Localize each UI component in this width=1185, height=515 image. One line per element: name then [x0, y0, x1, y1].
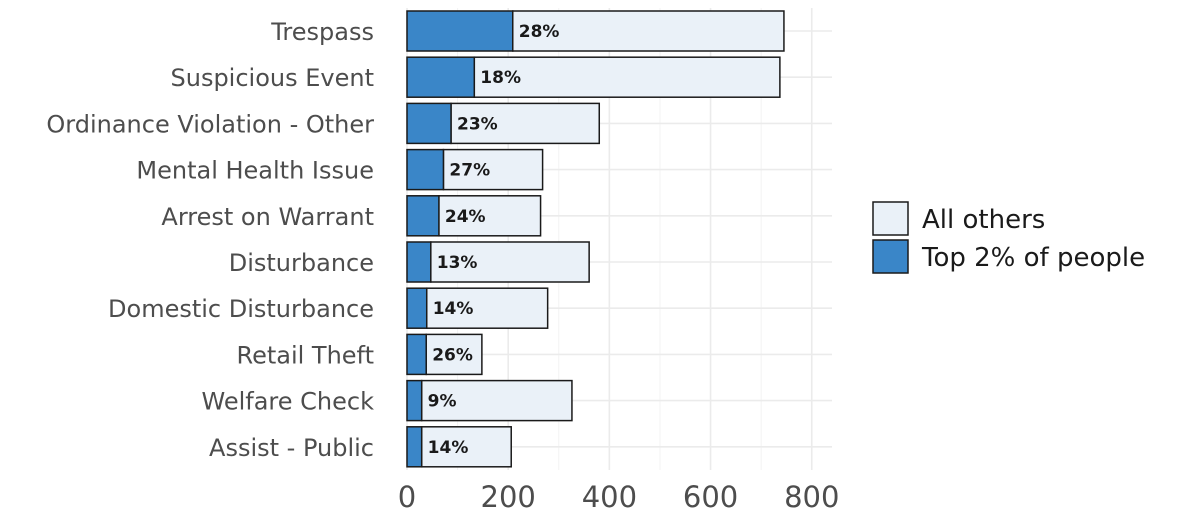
bar-top-2-percent	[406, 241, 432, 283]
bar-top-2-percent	[406, 148, 445, 191]
legend-label-all-others: All others	[922, 205, 1045, 235]
x-tick-label: 0	[398, 480, 416, 514]
category-label: Retail Theft	[236, 341, 374, 369]
legend-label-top-2-percent: Top 2% of people	[921, 243, 1145, 273]
category-labels: Trespass Suspicious Event Ordinance Violat…	[46, 18, 374, 462]
x-tick-label: 400	[582, 480, 637, 514]
legend-swatch-top-2-percent	[872, 239, 909, 274]
category-label: Disturbance	[229, 249, 374, 277]
legend: All others Top 2% of people	[872, 201, 1145, 274]
bar-all-others	[425, 333, 483, 376]
percent-label: 23%	[457, 114, 498, 134]
bar-all-others	[473, 56, 781, 98]
bar-top-2-percent	[406, 102, 452, 145]
category-label: Ordinance Violation - Other	[46, 110, 374, 138]
percent-label: 26%	[432, 345, 473, 365]
bar-top-2-percent	[406, 195, 440, 237]
category-label: Arrest on Warrant	[161, 203, 374, 231]
percent-label: 14%	[433, 299, 474, 319]
percent-label: 18%	[480, 68, 521, 88]
bar-top-2-percent	[406, 56, 476, 98]
legend-swatch-all-others	[872, 201, 909, 236]
bar-top-2-percent	[406, 379, 423, 422]
category-label: Mental Health Issue	[136, 157, 374, 185]
category-label: Welfare Check	[202, 388, 375, 416]
category-label: Trespass	[270, 18, 374, 46]
percent-label: 9%	[428, 392, 457, 412]
bar-all-others	[420, 379, 573, 422]
bar-all-others	[420, 426, 512, 468]
bar-all-others	[511, 10, 785, 52]
bar-top-2-percent	[406, 10, 514, 52]
bar-all-others	[425, 287, 549, 329]
percent-label: 24%	[445, 207, 486, 227]
category-label: Suspicious Event	[171, 64, 375, 92]
x-tick-label: 800	[784, 480, 839, 514]
bar-top-2-percent	[406, 426, 423, 468]
x-tick-label: 200	[481, 480, 536, 514]
bar-top-2-percent	[406, 287, 428, 329]
bar-all-others	[442, 148, 544, 191]
percent-labels: 28% 18% 23% 27% 24% 13% 14% 26% 9% 14%	[428, 22, 560, 458]
percent-label: 27%	[449, 161, 490, 181]
percent-label: 28%	[519, 22, 560, 42]
bar-top-2-percent	[406, 333, 427, 376]
category-label: Domestic Disturbance	[108, 295, 374, 323]
category-label: Assist - Public	[209, 434, 374, 462]
bar-all-others	[430, 241, 590, 283]
x-tick-label: 600	[683, 480, 738, 514]
x-axis-tick-labels: 0 200 400 600 800	[398, 480, 840, 514]
bars	[406, 10, 785, 468]
bar-all-others	[438, 195, 542, 237]
bar-all-others	[450, 102, 601, 145]
percent-label: 13%	[437, 253, 478, 273]
percent-label: 14%	[428, 438, 469, 458]
